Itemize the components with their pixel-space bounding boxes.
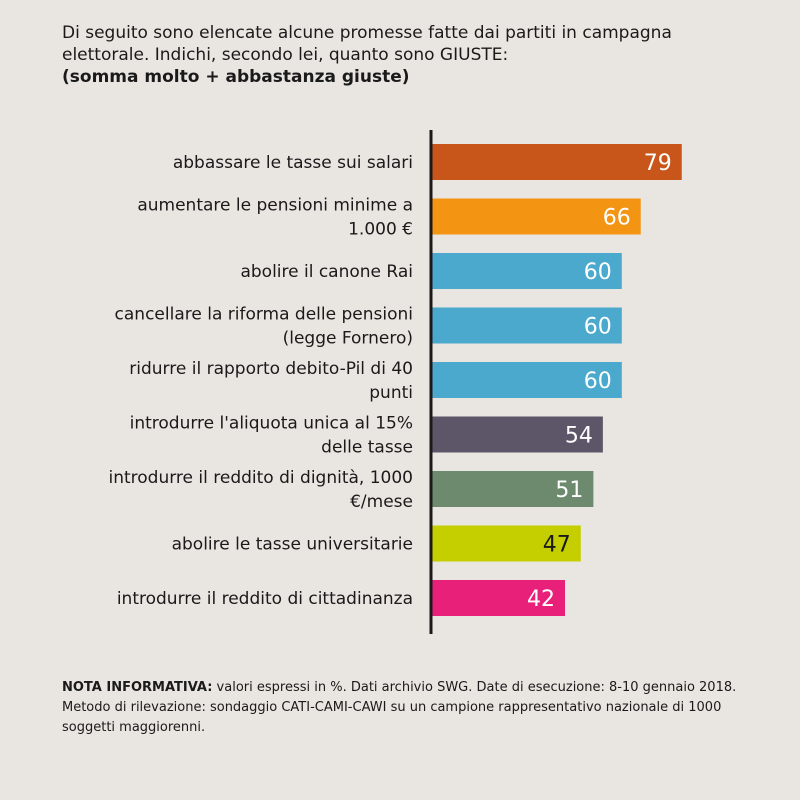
category-label: abolire il canone Rai xyxy=(240,262,413,282)
category-label: introdurre il reddito di cittadinanza xyxy=(117,589,413,609)
bar-value-label: 60 xyxy=(584,260,612,285)
bar-value-label: 79 xyxy=(644,151,672,176)
category-label: €/mese xyxy=(350,492,413,512)
chart-question: Di seguito sono elencate alcune promesse… xyxy=(62,23,672,65)
bar-value-label: 51 xyxy=(555,478,583,503)
bar-3 xyxy=(432,307,622,344)
category-label: cancellare la riforma delle pensioni xyxy=(115,305,413,325)
bar-0 xyxy=(432,144,682,180)
note-text: valori espressi in %. Dati archivio SWG.… xyxy=(62,680,737,735)
chart-subtitle: (somma molto + abbastanza giuste) xyxy=(62,67,410,87)
category-label: punti xyxy=(369,383,413,403)
bar-7 xyxy=(432,525,581,562)
bar-6 xyxy=(432,471,594,507)
category-label: (legge Fornero) xyxy=(283,329,413,349)
bar-value-label: 54 xyxy=(565,424,593,449)
bar-value-label: 66 xyxy=(603,206,631,231)
chart-header: Di seguito sono elencate alcune promesse… xyxy=(62,22,702,88)
category-label: abbassare le tasse sui salari xyxy=(173,153,413,173)
bar-5 xyxy=(432,416,603,453)
category-label: introdurre il reddito di dignità, 1000 xyxy=(109,468,414,488)
category-label: delle tasse xyxy=(321,438,413,458)
category-label: 1.000 € xyxy=(348,220,413,240)
bar-value-label: 60 xyxy=(584,315,612,340)
bar-4 xyxy=(432,362,622,398)
category-label: introdurre l'aliquota unica al 15% xyxy=(130,414,413,434)
category-label: ridurre il rapporto debito-Pil di 40 xyxy=(129,359,413,379)
bar-value-label: 47 xyxy=(543,533,571,558)
bar-1 xyxy=(432,198,641,235)
category-label: aumentare le pensioni minime a xyxy=(137,196,413,216)
note-title: NOTA INFORMATIVA: xyxy=(62,680,213,695)
bar-value-label: 60 xyxy=(584,369,612,394)
info-note: NOTA INFORMATIVA: valori espressi in %. … xyxy=(62,678,752,738)
bar-value-label: 42 xyxy=(527,587,555,612)
bar-8 xyxy=(432,580,566,616)
category-label: abolire le tasse universitarie xyxy=(172,535,413,555)
bar-2 xyxy=(432,253,622,289)
